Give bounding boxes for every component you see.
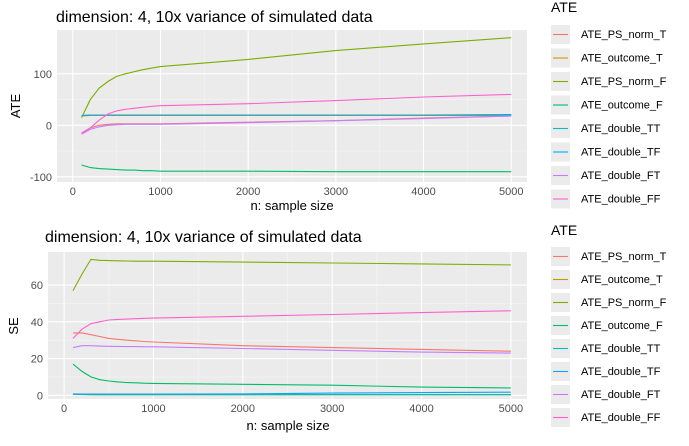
legend-label: ATE_outcome_F xyxy=(581,100,663,112)
legend-label: ATE_double_FF xyxy=(581,194,661,206)
x-tick-labels: 0 1000 2000 3000 4000 5000 xyxy=(61,403,523,415)
legend-title: ATE xyxy=(551,0,577,15)
legend-item: ATE_double_FT xyxy=(551,385,661,404)
legend: ATE ATE_PS_norm_TATE_outcome_TATE_PS_nor… xyxy=(551,222,667,427)
legend-item: ATE_outcome_T xyxy=(551,270,663,289)
legend-label: ATE_outcome_F xyxy=(581,320,663,332)
legend-item: ATE_double_FF xyxy=(551,408,661,427)
y-tick-label: 20 xyxy=(31,354,43,366)
chart-title: dimension: 4, 10x variance of simulated … xyxy=(45,229,362,246)
legend-item: ATE_double_TF xyxy=(551,362,661,381)
y-tick-label: 60 xyxy=(31,280,43,292)
y-axis-label: SE xyxy=(6,317,21,335)
x-tick-label: 3000 xyxy=(320,403,344,415)
legend-item: ATE_outcome_F xyxy=(551,96,663,115)
y-tick-label: 100 xyxy=(34,69,52,81)
x-tick-label: 3000 xyxy=(324,186,348,198)
x-tick-label: 2000 xyxy=(231,403,255,415)
x-tick-labels: 0 1000 2000 3000 4000 5000 xyxy=(70,186,524,198)
legend-item: ATE_double_TF xyxy=(551,143,661,162)
legend-title: ATE xyxy=(551,222,577,238)
legend-label: ATE_PS_norm_T xyxy=(581,251,667,263)
y-tick-label: -100 xyxy=(30,172,52,184)
chart-se: dimension: 4, 10x variance of simulated … xyxy=(6,222,667,433)
legend-label: ATE_double_FT xyxy=(581,389,661,401)
chart-title: dimension: 4, 10x variance of simulated … xyxy=(56,9,373,26)
legend-item: ATE_PS_norm_T xyxy=(551,247,667,266)
legend-label: ATE_PS_norm_T xyxy=(581,29,667,41)
x-tick-label: 1000 xyxy=(141,403,165,415)
y-tick-label: 40 xyxy=(31,317,43,329)
legend-item: ATE_outcome_T xyxy=(551,49,663,68)
x-tick-label: 4000 xyxy=(411,186,435,198)
legend-item: ATE_outcome_F xyxy=(551,316,663,335)
y-tick-label: 0 xyxy=(46,120,52,132)
x-tick-label: 2000 xyxy=(236,186,260,198)
legend-label: ATE_double_FF xyxy=(581,412,661,424)
legend-label: ATE_PS_norm_F xyxy=(581,297,667,309)
x-axis-label: n: sample size xyxy=(246,418,329,433)
y-tick-label: 0 xyxy=(37,390,43,402)
series-line-ATE_outcome_T xyxy=(82,116,512,117)
chart-ate: dimension: 4, 10x variance of simulated … xyxy=(8,0,667,213)
y-tick-labels: 0 20 40 60 xyxy=(31,280,43,402)
series-line-ATE_double_TF xyxy=(82,115,512,116)
legend-items: ATE_PS_norm_T ATE_outcome_T ATE_PS_norm_F A… xyxy=(551,247,667,427)
y-tick-labels: -100 0 100 xyxy=(30,69,52,184)
x-tick-label: 1000 xyxy=(148,186,172,198)
legend-item: ATE_PS_norm_T xyxy=(551,25,667,44)
x-tick-label: 0 xyxy=(61,403,67,415)
legend-label: ATE_outcome_T xyxy=(581,53,663,65)
x-axis-label: n: sample size xyxy=(250,198,333,213)
legend-label: ATE_outcome_T xyxy=(581,274,663,286)
legend: ATE ATE_PS_norm_TATE_outcome_TATE_PS_nor… xyxy=(551,0,667,209)
legend-items: ATE_PS_norm_T ATE_outcome_T ATE_PS_norm_F A… xyxy=(551,25,667,209)
legend-item: ATE_double_FF xyxy=(551,190,661,209)
legend-item: ATE_double_TT xyxy=(551,119,661,138)
legend-item: ATE_PS_norm_F xyxy=(551,72,667,91)
legend-label: ATE_double_FT xyxy=(581,170,661,182)
legend-label: ATE_double_TT xyxy=(581,343,661,355)
x-tick-label: 5000 xyxy=(499,186,523,198)
x-tick-label: 4000 xyxy=(409,403,433,415)
legend-item: ATE_double_FT xyxy=(551,166,661,185)
legend-label: ATE_double_TF xyxy=(581,366,661,378)
x-tick-label: 5000 xyxy=(499,403,523,415)
x-tick-label: 0 xyxy=(70,186,76,198)
y-axis-label: ATE xyxy=(8,94,23,119)
legend-item: ATE_double_TT xyxy=(551,339,661,358)
legend-label: ATE_PS_norm_F xyxy=(581,76,667,88)
legend-label: ATE_double_TF xyxy=(581,147,661,159)
legend-label: ATE_double_TT xyxy=(581,123,661,135)
legend-item: ATE_PS_norm_F xyxy=(551,293,667,312)
